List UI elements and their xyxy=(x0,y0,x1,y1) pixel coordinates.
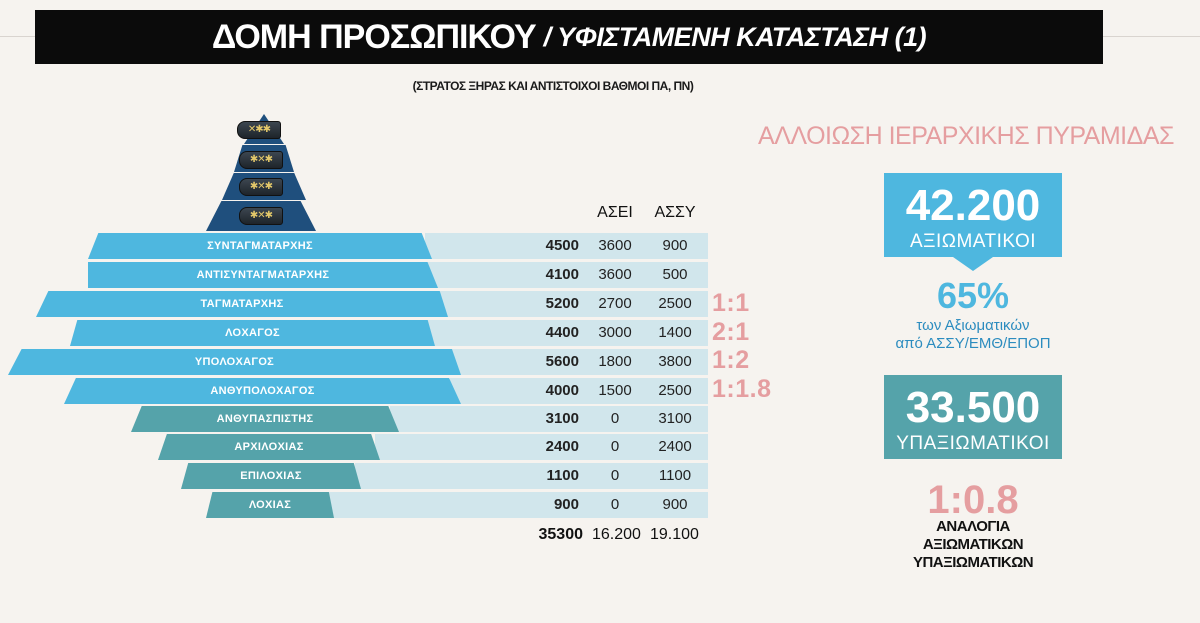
table-row xyxy=(325,492,708,518)
row-assy: 3100 xyxy=(658,410,692,427)
rank-bar: ΕΠΙΛΟΧΙΑΣ xyxy=(181,463,361,489)
row-assy: 3800 xyxy=(658,353,692,370)
insignia-badge-icon: ✱✕✱ xyxy=(239,178,283,196)
row-assy: 500 xyxy=(662,266,688,283)
ratio-label: 2:1 xyxy=(712,318,750,346)
page-title: ΔΟΜΗ ΠΡΟΣΩΠΙΚΟΥ xyxy=(211,17,537,56)
rank-bar: ΛΟΧΑΓΟΣ xyxy=(70,320,435,346)
sum-total: 35300 xyxy=(538,526,584,543)
insignia-badge-icon: ✕✱✱ xyxy=(237,121,281,139)
overall-ratio: 1:0.8 xyxy=(927,478,1019,522)
insignia-badge-icon: ✱✕✱ xyxy=(239,151,283,169)
insignia-badge-icon: ✱✕✱ xyxy=(239,207,283,225)
row-asei: 0 xyxy=(610,496,620,513)
row-total: 3100 xyxy=(545,410,579,427)
ratio-line-3: ΥΠΑΞΙΩΜΑΤΙΚΩΝ xyxy=(912,554,1034,571)
nco-label: ΥΠΑΞΙΩΜΑΤΙΚΟΙ xyxy=(896,433,1050,454)
rank-bar: ΛΟΧΙΑΣ xyxy=(206,492,334,518)
row-asei: 3600 xyxy=(598,237,632,254)
title-bar: ΔΟΜΗ ΠΡΟΣΩΠΙΚΟΥ / ΥΦΙΣΤΑΜΕΝΗ ΚΑΤΑΣΤΑΣΗ (… xyxy=(35,10,1103,64)
table-row xyxy=(425,320,708,346)
ratio-label: 1:2 xyxy=(712,346,750,374)
row-assy: 1100 xyxy=(658,467,692,484)
rank-bar: ΑΡΧΙΛΟΧΙΑΣ xyxy=(158,434,380,460)
top-line-right xyxy=(1103,36,1200,37)
row-assy: 2500 xyxy=(658,382,692,399)
row-total: 900 xyxy=(553,496,579,513)
ratio-label: 1:1 xyxy=(712,289,750,317)
row-total: 4100 xyxy=(545,266,579,283)
row-asei: 3000 xyxy=(598,324,632,341)
officers-box: 42.200 ΑΞΙΩΜΑΤΙΚΟΙ xyxy=(884,173,1062,271)
table-row xyxy=(355,463,708,489)
top-line-left xyxy=(0,36,35,37)
table-row xyxy=(375,434,708,460)
table-row xyxy=(450,349,708,375)
rank-bar: ΑΝΘΥΠΑΣΠΙΣΤΗΣ xyxy=(131,406,399,432)
ratio-label: 1:1.8 xyxy=(712,375,772,403)
row-assy: 2500 xyxy=(658,295,692,312)
sum-asei: 16.200 xyxy=(592,526,641,543)
nco-value: 33.500 xyxy=(905,383,1041,432)
rank-bar: ΤΑΓΜΑΤΑΡΧΗΣ xyxy=(36,291,448,317)
sum-assy: 19.100 xyxy=(650,526,699,543)
ratio-line-2: ΑΞΙΩΜΑΤΙΚΩΝ xyxy=(922,536,1024,553)
officers-value: 42.200 xyxy=(905,181,1041,230)
row-asei: 0 xyxy=(610,467,620,484)
percent-line-2: από ΑΣΣΥ/ΕΜΘ/ΕΠΟΠ xyxy=(895,335,1051,352)
page-subtitle: (ΣΤΡΑΤΟΣ ΞΗΡΑΣ ΚΑΙ ΑΝΤΙΣΤΟΙΧΟΙ ΒΑΘΜΟΙ ΠΑ… xyxy=(412,79,694,93)
row-total: 1100 xyxy=(546,467,579,484)
row-asei: 2700 xyxy=(598,295,632,312)
row-total: 4500 xyxy=(545,237,579,254)
row-total: 4400 xyxy=(545,324,579,341)
rank-bar: ΣΥΝΤΑΓΜΑΤΑΡΧΗΣ xyxy=(88,233,432,259)
rank-bar: ΑΝΤΙΣΥΝΤΑΓΜΑΤΑΡΧΗΣ xyxy=(88,262,438,288)
row-asei: 0 xyxy=(610,438,620,455)
ratio-description: ΑΝΑΛΟΓΙΑ ΑΞΙΩΜΑΤΙΚΩΝ ΥΠΑΞΙΩΜΑΤΙΚΩΝ xyxy=(884,518,1062,572)
percent-line-1: των Αξιωματικών xyxy=(916,317,1030,334)
row-assy: 1400 xyxy=(658,324,692,341)
row-total: 2400 xyxy=(545,438,579,455)
percent-value: 65% xyxy=(936,275,1010,316)
table-row xyxy=(390,406,708,432)
percent-description: των Αξιωματικών από ΑΣΣΥ/ΕΜΘ/ΕΠΟΠ xyxy=(860,317,1086,353)
table-row xyxy=(425,262,708,288)
side-title: ΑΛΛΟΙΩΣΗ ΙΕΡΑΡΧΙΚΗΣ ΠΥΡΑΜΙΔΑΣ xyxy=(758,122,1174,150)
header-asei: ΑΣΕΙ xyxy=(597,204,633,221)
officers-label: ΑΞΙΩΜΑΤΙΚΟΙ xyxy=(909,231,1037,252)
row-asei: 1500 xyxy=(598,382,632,399)
rank-bar: ΥΠΟΛΟΧΑΓΟΣ xyxy=(8,349,461,375)
row-asei: 3600 xyxy=(598,266,632,283)
table-row xyxy=(425,233,708,259)
table-row xyxy=(440,291,708,317)
row-assy: 900 xyxy=(662,237,688,254)
nco-box: 33.500 ΥΠΑΞΙΩΜΑΤΙΚΟΙ xyxy=(884,375,1062,459)
header-assy: ΑΣΣΥ xyxy=(654,204,696,221)
row-total: 5600 xyxy=(545,353,579,370)
down-arrow-icon xyxy=(953,257,993,271)
ratio-line-1: ΑΝΑΛΟΓΙΑ xyxy=(936,518,1010,535)
row-assy: 900 xyxy=(662,496,688,513)
row-total: 5200 xyxy=(545,295,579,312)
row-assy: 2400 xyxy=(658,438,692,455)
row-total: 4000 xyxy=(545,382,579,399)
rank-bar: ΑΝΘΥΠΟΛΟΧΑΓΟΣ xyxy=(64,378,461,404)
row-asei: 0 xyxy=(610,410,620,427)
table-row xyxy=(450,378,708,404)
row-asei: 1800 xyxy=(598,353,632,370)
page-title-sub: / ΥΦΙΣΤΑΜΕΝΗ ΚΑΤΑΣΤΑΣΗ (1) xyxy=(543,21,927,52)
